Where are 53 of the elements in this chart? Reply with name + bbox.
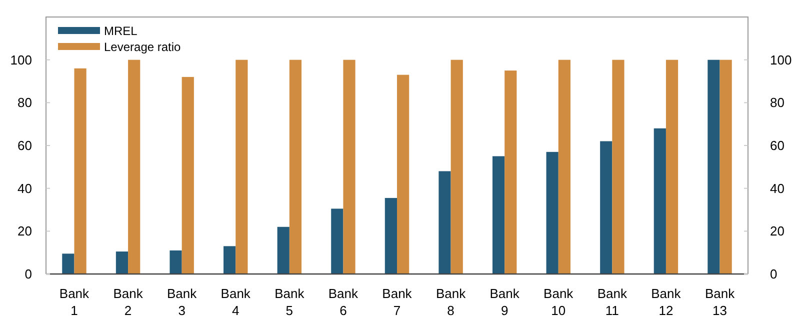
- bar: [289, 60, 302, 274]
- y-tick-label: 40: [18, 180, 32, 196]
- x-tick-label: Bank 10: [544, 286, 574, 318]
- bar: [331, 208, 344, 274]
- y-tick-label: 0: [24, 266, 32, 282]
- y2-tick-label: 100: [770, 52, 792, 68]
- bar: [62, 254, 74, 274]
- bar: [128, 60, 140, 274]
- bar: [666, 60, 678, 274]
- bar: [450, 60, 463, 274]
- bar: [170, 250, 182, 274]
- bar: [612, 60, 624, 274]
- bar: [277, 226, 290, 274]
- bar: [116, 252, 128, 274]
- y2-tick-label: 20: [770, 224, 784, 239]
- x-tick-label: Bank 13: [704, 286, 736, 318]
- bar: [74, 68, 86, 274]
- bar: [720, 60, 732, 274]
- bar: [384, 198, 397, 274]
- y2-tick-label: 60: [770, 138, 784, 154]
- bar: [546, 152, 558, 274]
- x-tick-label: Bank 7: [382, 286, 412, 318]
- x-tick-label: Bank 5: [274, 286, 305, 318]
- legend-label: Leverage ratio: [104, 40, 182, 54]
- y2-tick-label: 0: [770, 266, 778, 282]
- bar: [600, 141, 612, 274]
- y-tick-label: 80: [18, 95, 32, 110]
- bar: [224, 246, 236, 274]
- x-tick-label: Bank 8: [436, 286, 466, 318]
- x-tick-label: Bank 9: [490, 286, 520, 318]
- y2-tick-label: 40: [770, 180, 784, 196]
- bar: [504, 70, 517, 274]
- bar: [708, 60, 720, 274]
- legend-label: MREL: [104, 24, 138, 38]
- x-tick-label: Bank 11: [597, 286, 628, 318]
- bar: [492, 156, 505, 274]
- x-tick-label: Bank 6: [328, 286, 359, 318]
- x-tick-label: Bank 1: [59, 286, 90, 318]
- y-tick-label: 20: [18, 224, 32, 239]
- y-tick-label: 100: [10, 52, 32, 68]
- bar: [397, 74, 410, 274]
- bar: [654, 128, 666, 274]
- y-tick-label: 60: [18, 138, 32, 154]
- bar: [236, 60, 248, 274]
- bar: [343, 60, 356, 274]
- bar: [182, 76, 194, 274]
- x-tick-label: Bank 2: [113, 286, 144, 318]
- x-tick-label: Bank 4: [220, 286, 251, 318]
- x-tick-label: Bank 12: [651, 286, 682, 318]
- bar: [558, 60, 570, 274]
- y2-tick-label: 80: [770, 95, 784, 110]
- bar: [438, 171, 451, 274]
- x-tick-label: Bank 3: [167, 286, 198, 318]
